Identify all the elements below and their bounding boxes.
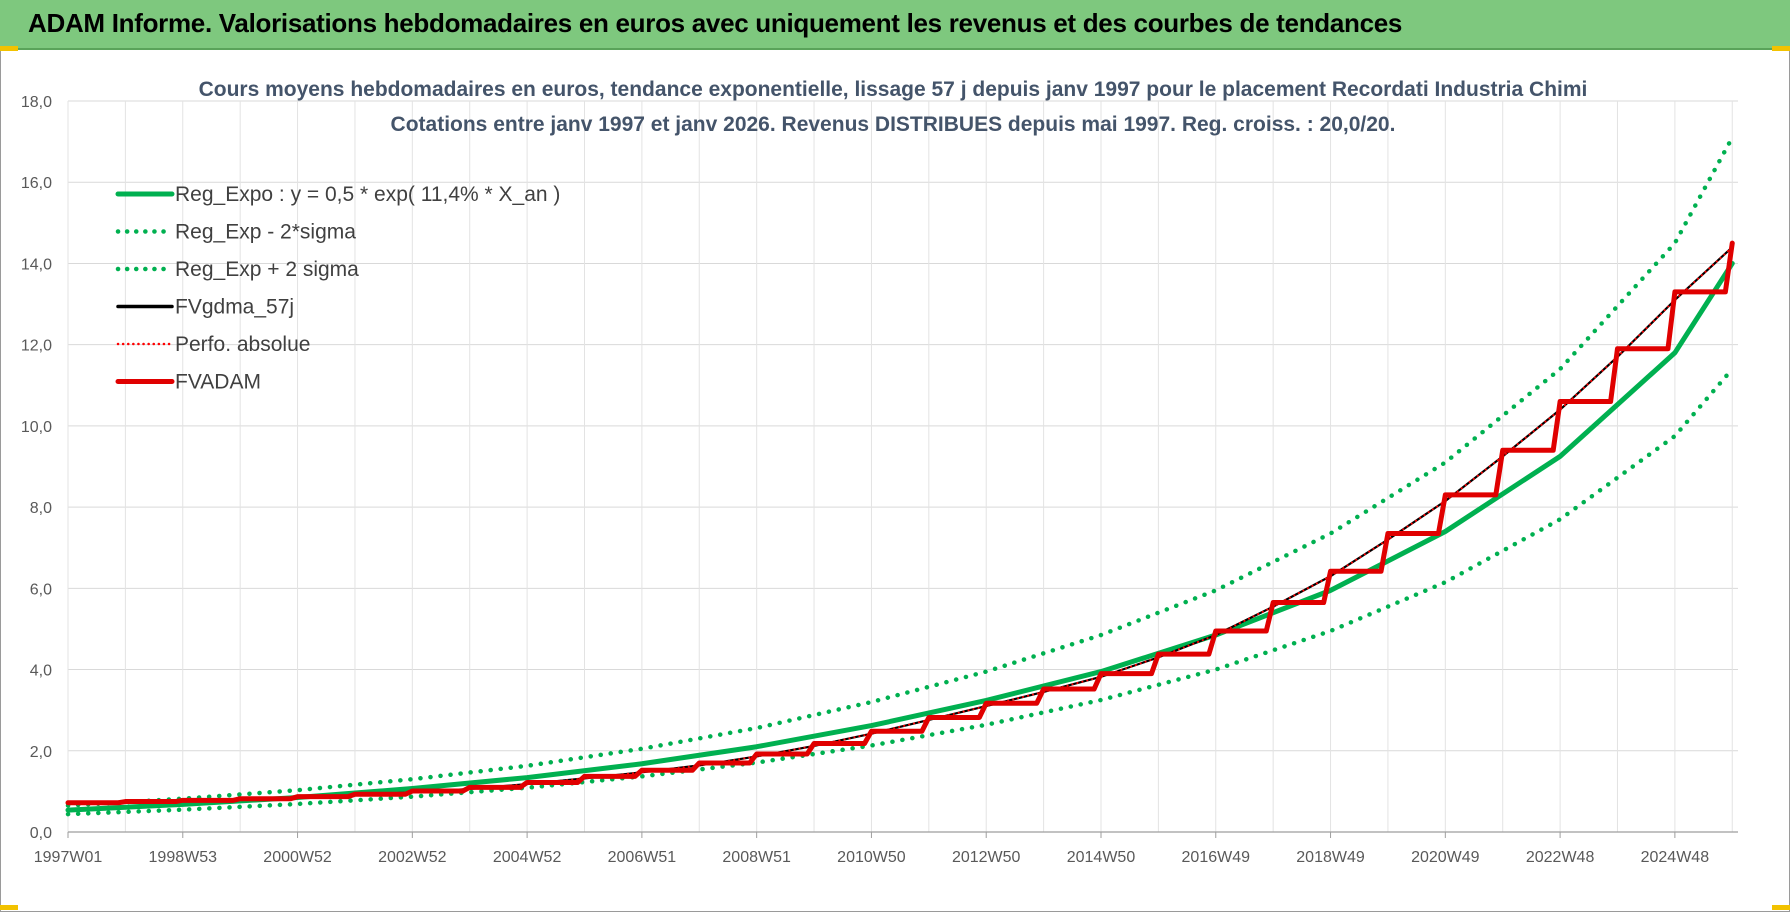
x-tick-label: 2018W49 xyxy=(1296,849,1365,866)
legend-label: Reg_Expo : y = 0,5 * exp( 11,4% * X_an ) xyxy=(175,183,560,206)
y-tick-label: 10,0 xyxy=(21,419,52,436)
series-layer xyxy=(65,135,1735,817)
x-tick-label: 2014W50 xyxy=(1067,849,1136,866)
legend-label: FVgdma_57j xyxy=(175,296,294,319)
series-line-1 xyxy=(65,366,1735,817)
corner-marker xyxy=(1772,46,1790,51)
x-tick-label: 2006W51 xyxy=(608,849,677,866)
x-tick-label: 2024W48 xyxy=(1641,849,1710,866)
y-tick-label: 14,0 xyxy=(21,256,52,273)
header-banner: ADAM Informe. Valorisations hebdomadaire… xyxy=(0,0,1790,50)
y-tick-label: 8,0 xyxy=(30,500,52,517)
x-tick-label: 2000W52 xyxy=(263,849,332,866)
series-line-0 xyxy=(65,260,1735,813)
corner-marker xyxy=(0,905,18,910)
y-tick-label: 6,0 xyxy=(30,581,52,598)
legend-label: Perfo. absolue xyxy=(175,333,310,356)
legend-label: Reg_Exp - 2*sigma xyxy=(175,221,356,244)
legend-label: FVADAM xyxy=(175,371,261,394)
legend-label: Reg_Exp + 2 sigma xyxy=(175,258,359,281)
x-tick-label: 2016W49 xyxy=(1182,849,1251,866)
y-tick-label: 4,0 xyxy=(30,663,52,680)
chart-title-line2: Cotations entre janv 1997 et janv 2026. … xyxy=(391,113,1396,136)
y-tick-label: 12,0 xyxy=(21,338,52,355)
y-tick-label: 16,0 xyxy=(21,175,52,192)
x-tick-label: 1998W53 xyxy=(149,849,218,866)
x-tick-label: 2002W52 xyxy=(378,849,447,866)
axes: 0,0 2,0 4,0 6,0 8,0 10,0 12,0 14,0 16,0 18,0 1997W… xyxy=(21,94,1738,866)
x-tick-label: 2020W49 xyxy=(1411,849,1480,866)
x-tick-label: 2022W48 xyxy=(1526,849,1595,866)
series-line-5 xyxy=(65,240,1735,806)
corner-marker xyxy=(0,46,18,51)
y-tick-label: 0,0 xyxy=(30,825,52,842)
x-tick-label: 2004W52 xyxy=(493,849,562,866)
x-tick-label: 2012W50 xyxy=(952,849,1021,866)
grid xyxy=(67,100,1738,833)
chart-title-line1: Cours moyens hebdomadaires en euros, ten… xyxy=(199,78,1588,101)
page-title: ADAM Informe. Valorisations hebdomadaire… xyxy=(28,8,1403,38)
series-line-2 xyxy=(65,135,1735,808)
series-line-4 xyxy=(67,246,1734,805)
y-tick-label: 18,0 xyxy=(21,94,52,111)
corner-marker xyxy=(1772,905,1790,910)
x-tick-label: 2008W51 xyxy=(722,849,791,866)
x-tick-label: 2010W50 xyxy=(837,849,906,866)
y-tick-label: 2,0 xyxy=(30,744,52,761)
x-tick-label: 1997W01 xyxy=(34,849,103,866)
legend: Reg_Expo : y = 0,5 * exp( 11,4% * X_an )… xyxy=(115,183,560,394)
